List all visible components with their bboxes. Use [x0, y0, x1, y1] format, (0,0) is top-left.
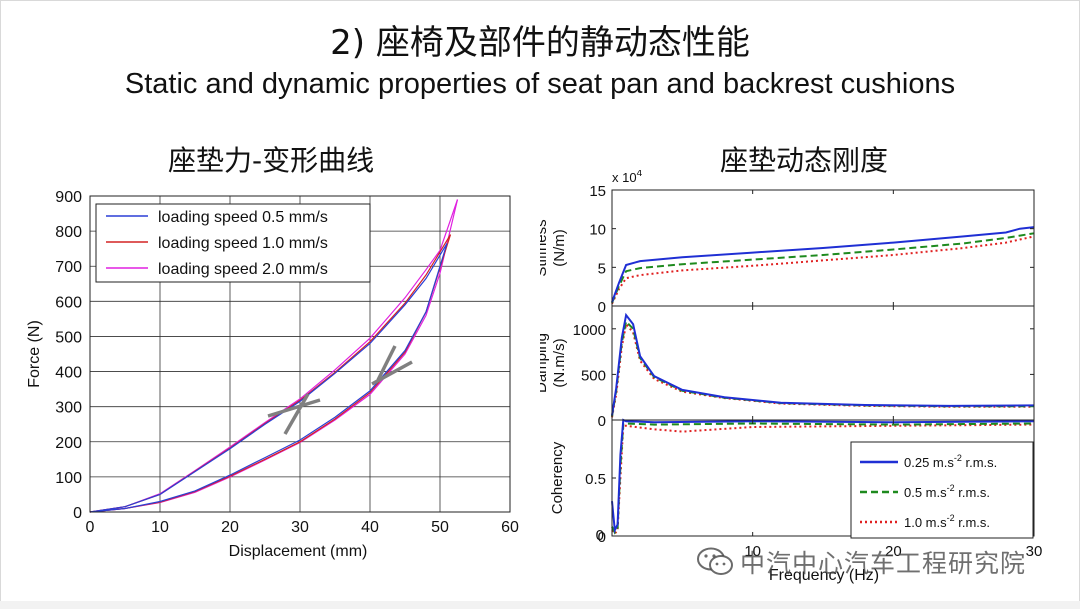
dynamic-stiffness-panels: 0 5 10 15 Stiffness(N/m) 0 500 1000 Damping(N.m/… — [540, 183, 1042, 560]
y-tick-label: 800 — [55, 224, 82, 241]
stiffness-series-0-line — [611, 226, 1035, 303]
frequency-x-tick-labels: 0 10 20 30 — [596, 527, 1043, 560]
legend-entry: loading speed 1.0 mm/s — [158, 235, 328, 252]
left-chart-subtitle: 座垫力-变形曲线 — [168, 144, 375, 177]
watermark-text: 中汽中心汽车工程研究院 — [740, 549, 1027, 578]
damping-series-0-line — [611, 312, 1035, 416]
y-tick-label: 400 — [55, 365, 82, 382]
legend-entry-tail: r.m.s. — [955, 515, 990, 530]
legend-entry: 0.25 m.s-2 r.m.s. — [904, 453, 997, 470]
y-tick-label: 300 — [55, 400, 82, 417]
stiffness-ylabel: Stiffness(N/m) — [540, 219, 568, 276]
legend-entry: 1.0 m.s-2 r.m.s. — [904, 513, 990, 530]
legend-entry-sup: -2 — [947, 483, 955, 493]
force-deflection-axes-box — [89, 195, 511, 513]
y-tick-label: 200 — [55, 435, 82, 452]
coherency-zero-label: 0 — [596, 527, 604, 544]
arrow-mark-2b — [376, 345, 397, 381]
arrow-mark-2a — [371, 360, 413, 386]
stiffness-scale-base: x 10 — [612, 170, 637, 185]
slide-title-en: Static and dynamic properties of seat pa… — [124, 68, 956, 100]
y-tick-label: 0 — [73, 505, 82, 522]
x-tick-label: 30 — [1026, 543, 1043, 560]
watermark: 中汽中心汽车工程研究院 — [696, 544, 1026, 580]
stiffness-series-2-line — [611, 235, 1035, 305]
legend-entry-tail: r.m.s. — [962, 455, 997, 470]
frequency-xlabel: Frequency (Hz) — [769, 567, 879, 584]
x-tick-label: 60 — [501, 519, 519, 536]
coherency-panel: 0 0.5 Coherency — [549, 418, 1035, 546]
force-deflection-ylabel: Force (N) — [26, 320, 43, 388]
legend-entry-base: 0.5 m.s — [904, 485, 947, 500]
stiffness-scale-note: x 104 — [612, 170, 643, 185]
x-tick-label: 10 — [151, 519, 169, 536]
x-tick-label: 0 — [86, 519, 95, 536]
series-0-unloading-line — [89, 243, 448, 513]
legend-box — [95, 203, 371, 283]
legend-entry: 0.5 m.s-2 r.m.s. — [904, 483, 990, 500]
right-chart-subtitle: 座垫动态刚度 — [720, 144, 889, 177]
damping-y-tick-label: 1000 — [573, 322, 606, 339]
x-tick-label: 30 — [291, 519, 309, 536]
force-deflection-legend: loading speed 0.5 mm/s loading speed 1.0 … — [95, 203, 371, 283]
y-tick-label: 100 — [55, 470, 82, 487]
arrow-mark-1b — [283, 393, 310, 435]
stiffness-ylabel-line2: (N/m) — [551, 229, 568, 267]
coherency-ylabel: Coherency — [549, 441, 566, 514]
coherency-y-tick-label: 0.5 — [585, 471, 606, 488]
x-tick-label: 10 — [744, 543, 761, 560]
stiffness-y-tick-label: 0 — [598, 299, 606, 316]
stiffness-scale-exp: 4 — [637, 170, 643, 179]
hysteresis-arrow-marks — [267, 345, 413, 435]
wechat-icon — [697, 547, 733, 575]
stiffness-ylabel-line1: Stiffness — [540, 219, 550, 276]
coherency-y-tick-label: 0 — [598, 529, 606, 546]
damping-panel: 0 500 1000 Damping(N.m/s) — [540, 305, 1035, 430]
y-tick-label: 600 — [55, 294, 82, 311]
damping-series-1-line — [611, 319, 1034, 417]
stiffness-panel: 0 5 10 15 Stiffness(N/m) — [540, 183, 1035, 316]
slide-title-zh: 2) 座椅及部件的静动态性能 — [330, 23, 750, 63]
damping-y-tick-label: 500 — [581, 367, 606, 384]
x-tick-label: 20 — [221, 519, 239, 536]
series-0-loading-line — [89, 243, 448, 513]
dynamic-stiffness-chart: 0 5 10 15 Stiffness(N/m) 0 500 1000 Damping(N.m/… — [540, 170, 1042, 584]
legend-entry-sup: -2 — [954, 453, 962, 463]
legend-entry: loading speed 2.0 mm/s — [158, 261, 328, 278]
damping-ylabel-line1: Damping — [540, 333, 550, 393]
coherency-ylabel-line1: Coherency — [549, 441, 566, 514]
legend-entry-tail: r.m.s. — [955, 485, 990, 500]
damping-ylabel-line2: (N.m/s) — [551, 338, 568, 387]
force-deflection-tick-labels: 0 10 20 30 40 50 60010020030040050060070080090… — [55, 189, 519, 536]
arrow-mark-1a — [267, 398, 321, 418]
x-tick-label: 50 — [431, 519, 449, 536]
y-tick-label: 700 — [55, 259, 82, 276]
slide-footer-bar — [0, 601, 1080, 609]
stiffness-y-tick-label: 10 — [589, 222, 606, 239]
legend-entry-base: 1.0 m.s — [904, 515, 947, 530]
coherency-series-2-line — [611, 423, 1035, 536]
y-tick-label: 500 — [55, 329, 82, 346]
legend-entry-sup: -2 — [947, 513, 955, 523]
damping-y-tick-label: 0 — [598, 413, 606, 430]
force-deflection-chart: 0 10 20 30 40 50 60010020030040050060070080090… — [26, 189, 519, 560]
x-tick-label: 20 — [885, 543, 902, 560]
damping-ylabel: Damping(N.m/s) — [540, 333, 568, 393]
stiffness-y-tick-label: 5 — [598, 260, 606, 277]
dynamic-stiffness-legend: 0.25 m.s-2 r.m.s.0.5 m.s-2 r.m.s.1.0 m.s… — [850, 441, 1034, 539]
stiffness-y-tick-label: 15 — [589, 183, 606, 200]
coherency-series-0-line — [611, 418, 1035, 534]
force-deflection-xlabel: Displacement (mm) — [229, 543, 368, 560]
y-tick-label: 900 — [55, 189, 82, 206]
stiffness-series-1-line — [611, 232, 1035, 304]
x-tick-label: 40 — [361, 519, 379, 536]
legend-entry-base: 0.25 m.s — [904, 455, 954, 470]
legend-entry: loading speed 0.5 mm/s — [158, 209, 328, 226]
